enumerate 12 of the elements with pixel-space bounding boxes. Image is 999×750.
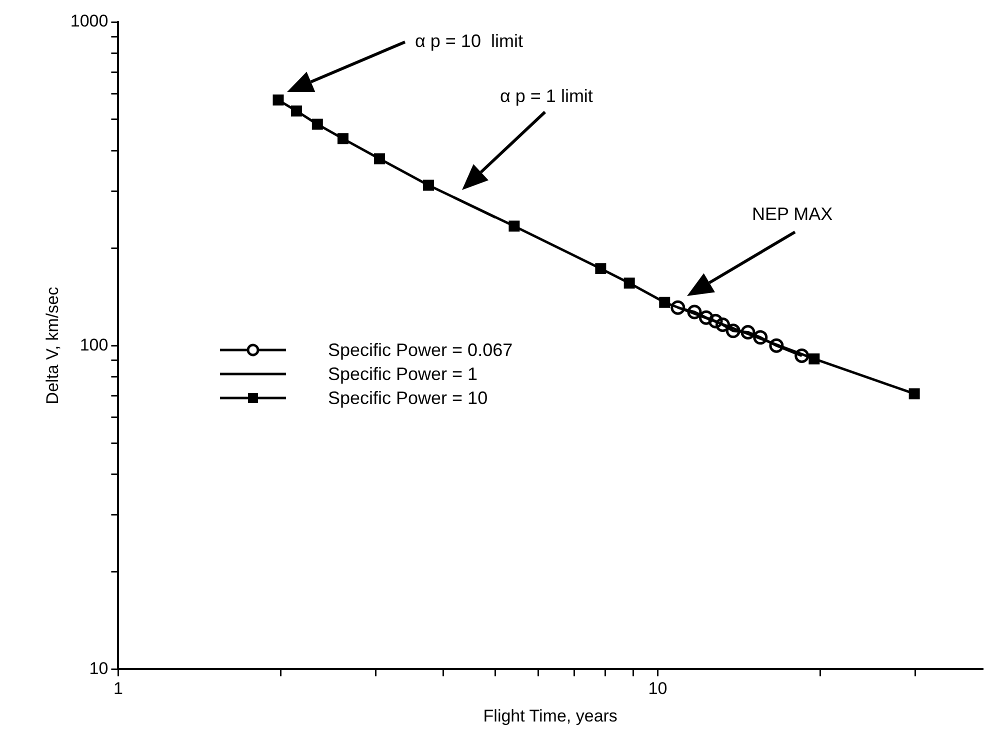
annotation: α p = 1 limit — [500, 86, 593, 106]
x-tick-label: 1 — [113, 679, 123, 698]
annotation: NEP MAX — [752, 204, 833, 224]
annotation: α p = 10 limit — [415, 30, 523, 51]
y-tick-label: 10 — [89, 658, 108, 678]
legend-label: Specific Power = 0.067 — [328, 340, 513, 360]
legend-label: Specific Power = 10 — [328, 388, 488, 408]
y-tick-label: 100 — [80, 335, 108, 354]
x-axis-title: Flight Time, years — [483, 706, 618, 726]
y-axis-title: Delta V, km/sec — [42, 286, 62, 404]
y-tick-label: 1000 — [70, 12, 108, 31]
legend-label: Specific Power = 1 — [328, 364, 478, 384]
